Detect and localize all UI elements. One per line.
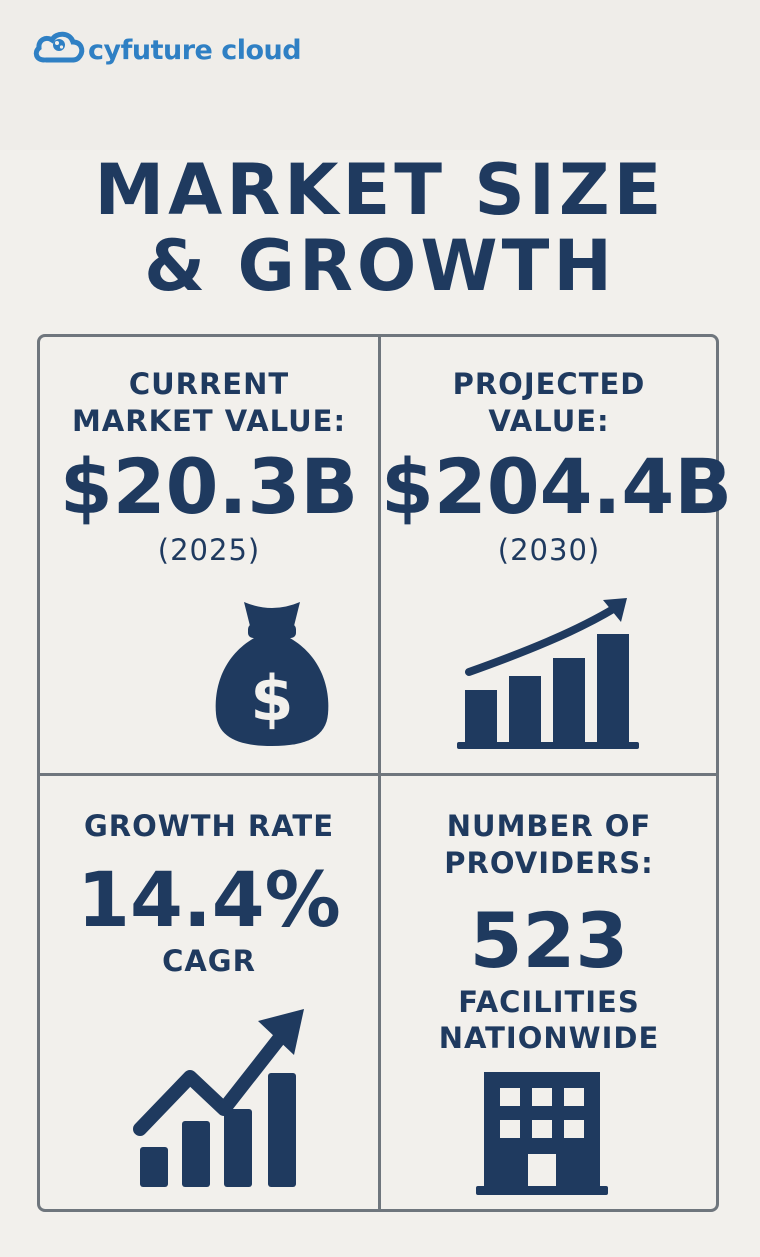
card-label: CURRENT <box>128 367 290 401</box>
card-providers: NUMBER OF PROVIDERS: 523 FACILITIES NATI… <box>381 808 717 1056</box>
brand-name: cyfuture cloud <box>88 34 302 66</box>
card-label: NUMBER OF <box>446 809 652 843</box>
providers-sub: FACILITIES <box>458 985 640 1019</box>
bar-chart-trend-icon <box>457 598 639 749</box>
projected-value: $204.4B <box>381 442 733 531</box>
title-line-1: MARKET SIZE <box>94 149 666 231</box>
growth-arrow-chart-icon <box>133 1009 304 1187</box>
card-label: MARKET VALUE: <box>71 404 347 438</box>
money-bag-icon: $ <box>215 602 329 746</box>
cloud-logo-icon <box>33 31 85 63</box>
card-label: PROJECTED <box>452 367 646 401</box>
growth-unit: CAGR <box>162 944 256 978</box>
card-label: GROWTH RATE <box>83 809 335 843</box>
growth-value: 14.4% <box>77 855 341 944</box>
brand-logo[interactable]: cyfuture cloud <box>32 30 302 70</box>
card-label: PROVIDERS: <box>444 846 654 880</box>
building-icon <box>476 1072 608 1195</box>
card-growth-rate: GROWTH RATE 14.4% CAGR <box>40 808 378 979</box>
card-label: VALUE: <box>488 404 610 438</box>
title-line-2: & GROWTH <box>144 225 616 307</box>
header-band <box>0 0 760 150</box>
providers-sub: NATIONWIDE <box>438 1021 660 1055</box>
card-current-value: CURRENT MARKET VALUE: $20.3B (2025) <box>40 366 378 568</box>
current-year: (2025) <box>157 533 261 567</box>
current-value: $20.3B <box>59 442 359 531</box>
card-projected-value: PROJECTED VALUE: $204.4B (2030) <box>381 366 733 568</box>
providers-value: 523 <box>469 896 629 985</box>
grid-divider-horizontal <box>39 773 717 776</box>
svg-text:$: $ <box>250 662 293 735</box>
projected-year: (2030) <box>497 533 601 567</box>
page-title: MARKET SIZE & GROWTH <box>0 152 760 304</box>
